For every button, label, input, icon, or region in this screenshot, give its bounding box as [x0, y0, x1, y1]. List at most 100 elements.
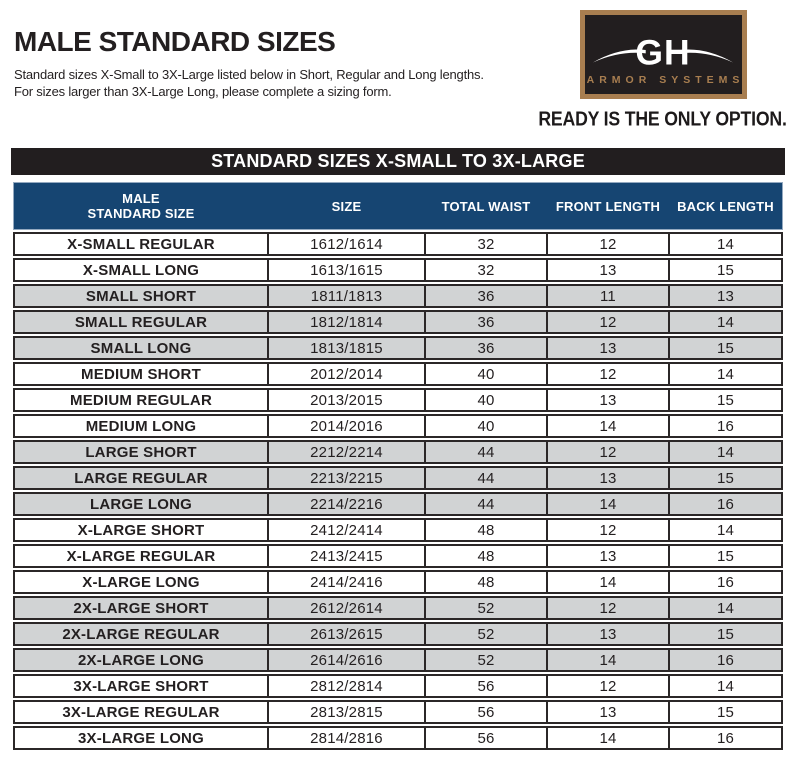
cell-front-length: 13: [546, 702, 668, 722]
subtitle-line-1: Standard sizes X-Small to 3X-Large liste…: [14, 67, 484, 82]
cell-front-length: 13: [546, 338, 668, 358]
cell-label: LARGE SHORT: [85, 443, 197, 461]
column-header-standard-size: MALE STANDARD SIZE: [87, 191, 195, 221]
cell-total-waist: 48: [424, 520, 546, 540]
cell-front-length: 13: [546, 390, 668, 410]
cell-front-length: 12: [546, 442, 668, 462]
cell-size: 2814/2816: [267, 728, 424, 748]
table-row: MEDIUM REGULAR 2013/2015 40 13 15: [13, 388, 783, 412]
cell-label: MEDIUM REGULAR: [70, 391, 212, 409]
subtitle-line-2: For sizes larger than 3X-Large Long, ple…: [14, 83, 392, 99]
logo-left-swoosh: [592, 49, 646, 63]
cell-total-waist: 32: [424, 260, 546, 280]
cell-front-length: 12: [546, 520, 668, 540]
table-row: X-SMALL LONG 1613/1615 32 13 15: [13, 258, 783, 282]
cell-size: 2813/2815: [267, 702, 424, 722]
cell-size: 2614/2616: [267, 650, 424, 670]
logo-right-swoosh: [680, 49, 734, 63]
cell-size: 1811/1813: [267, 286, 424, 306]
table-row: SMALL LONG 1813/1815 36 13 15: [13, 336, 783, 360]
cell-front-length: 11: [546, 286, 668, 306]
cell-back-length: 14: [668, 312, 781, 332]
column-header-back-length: BACK LENGTH: [677, 198, 774, 214]
cell-total-waist: 48: [424, 546, 546, 566]
table-row: SMALL SHORT 1811/1813 36 11 13: [13, 284, 783, 308]
table-row: X-LARGE SHORT 2412/2414 48 12 14: [13, 518, 783, 542]
cell-size: 2413/2415: [267, 546, 424, 566]
cell-label: 2X-LARGE REGULAR: [62, 625, 220, 643]
cell-back-length: 13: [668, 286, 781, 306]
column-header-total-waist: TOTAL WAIST: [441, 198, 531, 214]
cell-back-length: 16: [668, 494, 781, 514]
logo-company-name: ARMOR SYSTEMS: [586, 74, 745, 86]
cell-total-waist: 56: [424, 676, 546, 696]
cell-total-waist: 44: [424, 442, 546, 462]
cell-size: 2613/2615: [267, 624, 424, 644]
cell-total-waist: 36: [424, 312, 546, 332]
cell-back-length: 15: [668, 468, 781, 488]
cell-label: X-LARGE SHORT: [77, 521, 205, 539]
cell-back-length: 14: [668, 234, 781, 254]
gh-armor-logo: GH ARMOR SYSTEMS: [579, 10, 747, 99]
table-row: X-LARGE LONG 2414/2416 48 14 16: [13, 570, 783, 594]
table-row: X-LARGE REGULAR 2413/2415 48 13 15: [13, 544, 783, 568]
cell-front-length: 14: [546, 650, 668, 670]
cell-label: 2X-LARGE LONG: [78, 651, 204, 669]
cell-size: 2214/2216: [267, 494, 424, 514]
cell-front-length: 12: [546, 364, 668, 384]
table-header-row: MALE STANDARD SIZE SIZE TOTAL WAIST FRON…: [13, 182, 783, 230]
table-row: 3X-LARGE LONG 2814/2816 56 14 16: [13, 726, 783, 750]
cell-front-length: 13: [546, 546, 668, 566]
section-banner-label: STANDARD SIZES X-SMALL TO 3X-LARGE: [211, 151, 585, 171]
cell-size: 2014/2016: [267, 416, 424, 436]
cell-front-length: 14: [546, 572, 668, 592]
size-table: MALE STANDARD SIZE SIZE TOTAL WAIST FRON…: [13, 182, 783, 752]
cell-back-length: 14: [668, 442, 781, 462]
cell-size: 2414/2416: [267, 572, 424, 592]
cell-front-length: 14: [546, 416, 668, 436]
cell-front-length: 13: [546, 468, 668, 488]
cell-size: 2212/2214: [267, 442, 424, 462]
cell-size: 2412/2414: [267, 520, 424, 540]
cell-label: X-SMALL REGULAR: [67, 235, 215, 253]
cell-back-length: 16: [668, 728, 781, 748]
cell-size: 2012/2014: [267, 364, 424, 384]
brand-block: GH ARMOR SYSTEMS READY IS THE ONLY OPTIO…: [539, 10, 787, 131]
page-title-text: MALE STANDARD SIZES: [14, 26, 336, 57]
table-row: MEDIUM LONG 2014/2016 40 14 16: [13, 414, 783, 438]
cell-label: SMALL REGULAR: [74, 313, 208, 331]
cell-size: 2213/2215: [267, 468, 424, 488]
cell-label: X-LARGE REGULAR: [66, 547, 216, 565]
cell-total-waist: 40: [424, 364, 546, 384]
cell-total-waist: 32: [424, 234, 546, 254]
cell-total-waist: 40: [424, 390, 546, 410]
cell-total-waist: 52: [424, 624, 546, 644]
cell-size: 2612/2614: [267, 598, 424, 618]
cell-size: 1612/1614: [267, 234, 424, 254]
cell-back-length: 15: [668, 260, 781, 280]
cell-front-length: 12: [546, 676, 668, 696]
logo-monogram-text: GH: [635, 32, 690, 72]
table-row: 3X-LARGE REGULAR 2813/2815 56 13 15: [13, 700, 783, 724]
cell-front-length: 14: [546, 728, 668, 748]
cell-size: 2812/2814: [267, 676, 424, 696]
document-header: MALE STANDARD SIZES Standard sizes X-Sma…: [14, 26, 534, 100]
cell-back-length: 14: [668, 598, 781, 618]
cell-label: LARGE LONG: [90, 495, 192, 513]
cell-back-length: 14: [668, 520, 781, 540]
table-row: LARGE SHORT 2212/2214 44 12 14: [13, 440, 783, 464]
cell-front-length: 12: [546, 598, 668, 618]
cell-total-waist: 44: [424, 468, 546, 488]
cell-label: 2X-LARGE SHORT: [73, 599, 209, 617]
gh-monogram-icon: GH: [592, 32, 734, 72]
cell-total-waist: 52: [424, 598, 546, 618]
cell-back-length: 14: [668, 364, 781, 384]
cell-label: X-SMALL LONG: [82, 261, 200, 279]
cell-front-length: 13: [546, 260, 668, 280]
page-subtitle: Standard sizes X-Small to 3X-Large liste…: [14, 67, 534, 100]
column-header-front-length: FRONT LENGTH: [555, 198, 661, 214]
cell-label: X-LARGE LONG: [82, 573, 200, 591]
table-row: LARGE REGULAR 2213/2215 44 13 15: [13, 466, 783, 490]
cell-label: MEDIUM LONG: [85, 417, 197, 435]
page-title: MALE STANDARD SIZES: [14, 26, 534, 58]
